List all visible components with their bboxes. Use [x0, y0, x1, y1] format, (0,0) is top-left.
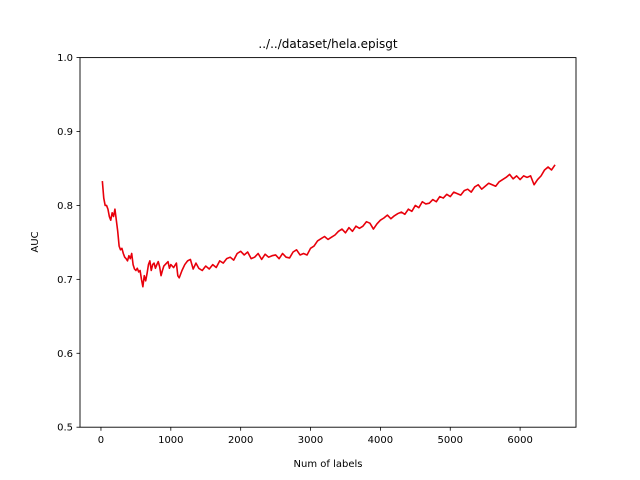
y-axis-ticks: 0.5 0.6 0.7 0.8 0.9 1.0 [57, 53, 80, 434]
y-tick-label: 0.7 [57, 275, 73, 286]
x-tick-label: 6000 [507, 435, 532, 446]
x-tick-label: 1000 [158, 435, 183, 446]
x-tick-label: 3000 [298, 435, 323, 446]
chart-title: ../../dataset/hela.episgt [258, 37, 397, 51]
x-tick-label: 0 [98, 435, 104, 446]
x-axis-ticks: 0 1000 2000 3000 4000 5000 6000 [98, 427, 533, 446]
axes-frame [79, 57, 577, 428]
y-tick-label: 0.8 [57, 201, 73, 212]
x-axis-label: Num of labels [294, 459, 363, 470]
y-axis-label: AUC [30, 231, 41, 252]
y-tick-label: 0.5 [57, 423, 73, 434]
x-tick-label: 4000 [368, 435, 393, 446]
x-tick-label: 2000 [228, 435, 253, 446]
y-tick-label: 1.0 [57, 53, 73, 64]
plot-area [101, 164, 556, 288]
x-tick-label: 5000 [438, 435, 463, 446]
y-tick-label: 0.9 [57, 127, 73, 138]
series-line-auc [101, 164, 556, 288]
y-tick-label: 0.6 [57, 349, 73, 360]
